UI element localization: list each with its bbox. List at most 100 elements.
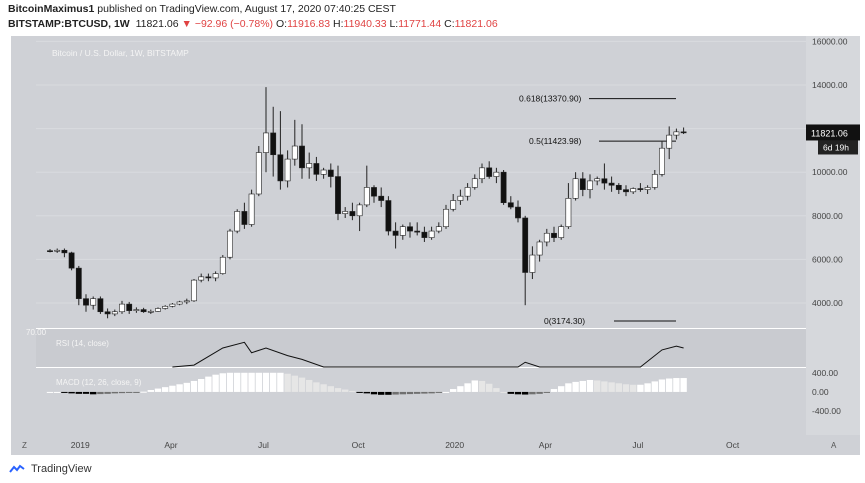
macd-bar xyxy=(75,391,82,394)
macd-bar xyxy=(601,381,608,392)
macd-bar xyxy=(126,391,133,393)
macd-bar xyxy=(284,373,291,392)
auto-scale-button[interactable]: A xyxy=(831,441,837,450)
candle-body xyxy=(183,300,190,303)
macd-bar xyxy=(550,389,558,392)
zoom-icon[interactable]: Z xyxy=(22,441,27,450)
candle-body xyxy=(378,195,385,201)
tradingview-footer[interactable]: TradingView xyxy=(8,463,92,475)
macd-bar xyxy=(478,380,486,392)
symbol-label: BITSTAMP:BTCUSD, 1W xyxy=(8,18,130,30)
candle-body xyxy=(97,298,104,313)
candle-body xyxy=(313,163,320,175)
time-tick-label: Oct xyxy=(726,440,740,450)
time-tick-label: Oct xyxy=(352,440,366,450)
price-grid xyxy=(36,40,806,304)
macd-bar xyxy=(154,388,162,392)
countdown-label: 6d 19h xyxy=(823,142,849,152)
macd-bar xyxy=(471,380,478,392)
candle-body xyxy=(169,303,176,307)
candle-body xyxy=(191,279,197,302)
macd-bar xyxy=(349,390,356,392)
candle-body xyxy=(601,178,608,184)
macd-tick-label: 0.00 xyxy=(812,387,829,397)
high-label: H: xyxy=(333,18,344,30)
macd-bar xyxy=(82,391,90,394)
candle-body xyxy=(212,273,219,279)
macd-bar xyxy=(622,384,630,392)
macd-bar xyxy=(306,379,313,392)
macd-bar xyxy=(399,391,406,395)
macd-bar xyxy=(169,385,176,392)
candle-body xyxy=(327,169,334,177)
candle-body xyxy=(335,176,341,214)
candle-body xyxy=(248,193,255,225)
macd-bar xyxy=(435,391,442,393)
candle-body xyxy=(457,195,464,201)
candle-body xyxy=(255,152,262,195)
candle-body xyxy=(90,298,97,306)
candle-body xyxy=(464,187,471,197)
published-text: published on TradingView.com, August 17,… xyxy=(97,3,396,15)
candle-body xyxy=(75,267,82,299)
candle-body xyxy=(594,178,601,182)
tradingview-logo-icon xyxy=(9,464,25,473)
candle-body xyxy=(320,169,327,175)
macd-bar xyxy=(133,391,140,393)
low-label: L: xyxy=(389,18,399,30)
macd-bar xyxy=(651,381,658,392)
time-tick-label: Jul xyxy=(632,440,643,450)
macd-bar xyxy=(594,380,601,392)
candle-body xyxy=(349,211,356,217)
candle-body xyxy=(54,249,61,252)
price-tick-label: 16000.00 xyxy=(812,36,848,46)
candle-body xyxy=(140,309,147,313)
price-pane-bg xyxy=(36,36,806,328)
macd-bar xyxy=(406,391,414,395)
left-margin-bg xyxy=(11,36,36,435)
candle-body xyxy=(630,188,637,193)
candle-body xyxy=(615,184,622,190)
candle-body xyxy=(443,208,449,227)
candle-body xyxy=(392,230,399,236)
macd-bar xyxy=(226,372,234,392)
candle-body xyxy=(219,256,226,274)
candle-body xyxy=(205,276,212,279)
candle-body xyxy=(543,232,550,243)
close-label: C: xyxy=(444,18,455,30)
candle-body xyxy=(507,202,514,208)
low-value: 11771.44 xyxy=(398,18,442,30)
macd-bar xyxy=(356,391,363,393)
fib-level-label: 0(3174.30) xyxy=(544,316,585,326)
candle-body xyxy=(363,187,370,206)
macd-bar xyxy=(277,372,284,392)
macd-bar xyxy=(219,373,226,392)
time-scale-bg[interactable] xyxy=(11,435,860,455)
macd-bar xyxy=(298,377,306,392)
candle-body xyxy=(155,308,161,312)
rsi-line xyxy=(172,341,684,368)
macd-bar xyxy=(457,386,464,392)
macd-bar xyxy=(46,391,54,393)
candle-body xyxy=(428,230,435,238)
high-value: 11940.33 xyxy=(343,18,387,30)
price-change: −92.96 (−0.78%) xyxy=(194,18,274,30)
chart-title: Bitcoin / U.S. Dollar, 1W, BITSTAMP xyxy=(52,48,189,58)
candle-body xyxy=(68,252,75,269)
author-name[interactable]: BitcoinMaximus1 xyxy=(8,3,95,15)
macd-bar xyxy=(507,391,514,394)
candle-body xyxy=(572,178,579,199)
candle-body xyxy=(666,134,673,149)
last-price-badge xyxy=(806,124,860,141)
macd-bar xyxy=(54,391,61,393)
macd-bar xyxy=(270,372,277,392)
price-scale-bg[interactable] xyxy=(806,36,860,435)
macd-bar xyxy=(579,380,586,392)
macd-bar xyxy=(147,390,154,392)
time-tick-label: 2020 xyxy=(445,440,464,450)
candle-body xyxy=(435,226,442,232)
candle-body xyxy=(83,298,89,306)
price-tick-label: 8000.00 xyxy=(812,211,843,221)
candle-body xyxy=(277,154,284,182)
